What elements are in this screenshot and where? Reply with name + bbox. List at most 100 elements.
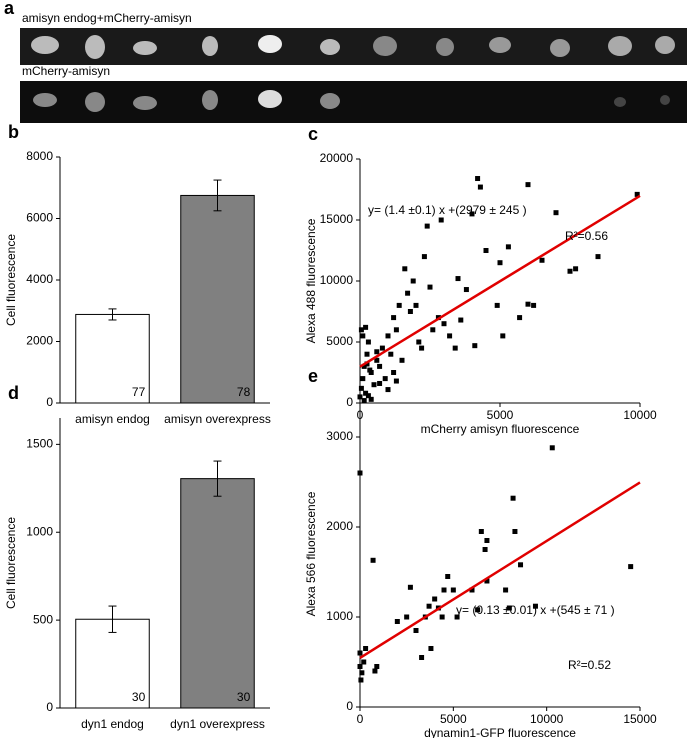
panel-label: b xyxy=(8,122,19,142)
point xyxy=(385,387,391,393)
point xyxy=(454,614,460,620)
point xyxy=(525,301,531,307)
point xyxy=(421,254,427,260)
x-tick-label: 10000 xyxy=(530,712,564,726)
y-tick-label: 0 xyxy=(346,395,353,409)
point xyxy=(374,664,380,669)
point xyxy=(419,345,425,351)
micrograph-strip xyxy=(20,28,687,123)
point xyxy=(469,211,475,217)
y-tick-label: 15000 xyxy=(320,212,354,226)
y-tick-label: 0 xyxy=(46,395,53,409)
point xyxy=(424,223,430,229)
x-axis-title: mCherry amisyn fluorescence xyxy=(421,422,580,436)
point xyxy=(370,557,376,563)
bar xyxy=(180,194,255,404)
point xyxy=(525,182,531,188)
point xyxy=(447,333,453,339)
x-tick-label: 5000 xyxy=(487,408,514,422)
point xyxy=(393,378,399,384)
point xyxy=(450,587,456,593)
point xyxy=(357,394,363,400)
y-tick-label: 0 xyxy=(46,700,53,714)
point xyxy=(517,315,523,321)
image-row-label: mCherry-amisyn xyxy=(22,64,110,78)
point xyxy=(497,260,503,266)
point xyxy=(506,605,512,611)
point xyxy=(503,587,509,593)
point xyxy=(407,309,413,314)
point xyxy=(360,376,366,382)
point xyxy=(364,361,370,367)
point xyxy=(482,547,488,552)
point xyxy=(484,538,490,543)
y-axis-title: Alexa 488 fluorescence xyxy=(304,218,318,343)
fit-line xyxy=(359,194,641,368)
point xyxy=(385,333,391,339)
point xyxy=(359,670,365,676)
point xyxy=(377,380,383,386)
bar xyxy=(180,478,255,709)
y-tick-label: 5000 xyxy=(326,334,353,348)
point xyxy=(360,333,366,339)
point xyxy=(413,628,419,633)
panel-label: d xyxy=(8,383,19,403)
point xyxy=(458,317,464,323)
point xyxy=(567,268,573,274)
point xyxy=(357,470,363,476)
point xyxy=(531,302,537,308)
x-tick-label: amisyn overexpress xyxy=(164,412,271,426)
y-tick-label: 2000 xyxy=(26,334,53,348)
point xyxy=(595,254,601,260)
point xyxy=(455,276,461,282)
bar xyxy=(75,618,150,709)
point xyxy=(374,349,380,355)
point xyxy=(518,562,524,568)
point xyxy=(358,677,364,683)
point xyxy=(532,603,538,609)
count-label: 78 xyxy=(237,385,251,399)
y-tick-label: 6000 xyxy=(26,211,53,225)
point xyxy=(416,339,422,345)
annotation: R²=0.52 xyxy=(568,658,611,672)
y-tick-label: 1000 xyxy=(326,609,353,623)
point xyxy=(402,266,408,272)
point xyxy=(628,564,634,570)
point xyxy=(404,614,410,620)
point xyxy=(475,607,481,613)
point xyxy=(484,578,490,584)
point xyxy=(365,393,371,399)
point xyxy=(505,244,511,250)
point xyxy=(391,315,397,321)
point xyxy=(394,619,400,624)
point xyxy=(478,529,484,534)
point xyxy=(483,248,489,253)
y-axis-title: Cell fluorescence xyxy=(4,234,18,326)
y-tick-label: 500 xyxy=(33,612,53,626)
point xyxy=(452,345,458,351)
point xyxy=(539,257,545,263)
point xyxy=(365,339,371,345)
point xyxy=(361,659,367,665)
point xyxy=(469,587,475,593)
y-axis-title: Alexa 566 fluorescence xyxy=(304,491,318,616)
point xyxy=(371,382,377,388)
x-tick-label: dyn1 endog xyxy=(81,717,144,731)
point xyxy=(358,327,364,333)
point xyxy=(367,367,373,373)
y-tick-label: 1000 xyxy=(26,524,53,538)
annotation: y= (0.13 ±0.01) x +(545 ± 71 ) xyxy=(456,603,615,617)
x-tick-label: 5000 xyxy=(440,712,467,726)
point xyxy=(512,529,518,534)
fit-line xyxy=(359,481,641,660)
point xyxy=(377,363,383,369)
y-tick-label: 20000 xyxy=(320,151,354,165)
point xyxy=(388,351,394,357)
point xyxy=(432,596,438,602)
panel-label: e xyxy=(308,366,318,386)
point xyxy=(393,327,399,333)
point xyxy=(410,278,416,284)
point xyxy=(441,587,447,593)
point xyxy=(368,396,374,402)
x-tick-label: 0 xyxy=(357,712,364,726)
